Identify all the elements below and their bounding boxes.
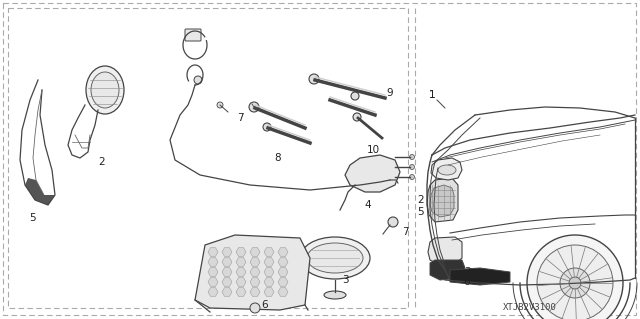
Circle shape	[217, 102, 223, 108]
Text: 6: 6	[262, 300, 268, 310]
Polygon shape	[195, 235, 310, 310]
Circle shape	[263, 123, 271, 131]
Polygon shape	[250, 248, 260, 256]
Text: 7: 7	[237, 113, 243, 123]
Text: 10: 10	[367, 145, 380, 155]
Text: 6: 6	[464, 277, 470, 287]
Polygon shape	[25, 178, 55, 205]
Text: 2: 2	[417, 195, 424, 205]
Text: 7: 7	[402, 227, 408, 237]
Polygon shape	[222, 258, 232, 266]
Polygon shape	[250, 278, 260, 286]
Polygon shape	[264, 278, 274, 286]
Text: 2: 2	[99, 157, 106, 167]
Polygon shape	[236, 258, 246, 266]
Circle shape	[569, 277, 581, 289]
Polygon shape	[264, 248, 274, 256]
Polygon shape	[236, 278, 246, 286]
Polygon shape	[278, 288, 288, 296]
Circle shape	[250, 303, 260, 313]
Polygon shape	[278, 258, 288, 266]
Circle shape	[194, 76, 202, 84]
Ellipse shape	[86, 66, 124, 114]
Polygon shape	[428, 237, 462, 264]
Polygon shape	[208, 268, 218, 276]
Text: XTJB2V3100: XTJB2V3100	[503, 303, 557, 313]
Circle shape	[410, 174, 415, 180]
Polygon shape	[250, 258, 260, 266]
Circle shape	[309, 74, 319, 84]
Text: 3: 3	[342, 275, 349, 285]
Ellipse shape	[300, 237, 370, 279]
Polygon shape	[236, 268, 246, 276]
Circle shape	[410, 154, 415, 160]
Text: 5: 5	[417, 207, 424, 217]
Ellipse shape	[438, 165, 456, 175]
Polygon shape	[222, 288, 232, 296]
Polygon shape	[208, 288, 218, 296]
Ellipse shape	[91, 72, 119, 108]
Circle shape	[351, 92, 359, 100]
Text: 3: 3	[464, 267, 470, 277]
Circle shape	[410, 165, 415, 169]
Polygon shape	[431, 158, 462, 180]
Polygon shape	[264, 268, 274, 276]
FancyBboxPatch shape	[185, 29, 201, 41]
Polygon shape	[222, 278, 232, 286]
Polygon shape	[222, 248, 232, 256]
Polygon shape	[278, 278, 288, 286]
Polygon shape	[208, 248, 218, 256]
Circle shape	[527, 235, 623, 319]
Circle shape	[249, 102, 259, 112]
Ellipse shape	[324, 291, 346, 299]
Circle shape	[353, 113, 361, 121]
Polygon shape	[250, 268, 260, 276]
Text: 1: 1	[429, 90, 435, 100]
Text: 9: 9	[387, 88, 394, 98]
Polygon shape	[222, 268, 232, 276]
Polygon shape	[236, 248, 246, 256]
Circle shape	[386, 176, 394, 184]
Polygon shape	[430, 185, 454, 217]
Polygon shape	[427, 178, 458, 222]
Polygon shape	[236, 288, 246, 296]
Polygon shape	[208, 278, 218, 286]
Polygon shape	[208, 258, 218, 266]
Polygon shape	[278, 248, 288, 256]
Polygon shape	[450, 268, 510, 285]
Text: 4: 4	[365, 200, 371, 210]
Polygon shape	[345, 155, 400, 192]
Polygon shape	[278, 268, 288, 276]
Circle shape	[388, 217, 398, 227]
Circle shape	[537, 245, 613, 319]
Text: 1: 1	[429, 90, 435, 100]
Ellipse shape	[307, 243, 363, 273]
Circle shape	[560, 268, 590, 298]
Polygon shape	[430, 260, 465, 280]
Polygon shape	[250, 288, 260, 296]
Text: 8: 8	[275, 153, 282, 163]
Polygon shape	[264, 258, 274, 266]
Text: 5: 5	[29, 213, 36, 223]
Polygon shape	[264, 288, 274, 296]
